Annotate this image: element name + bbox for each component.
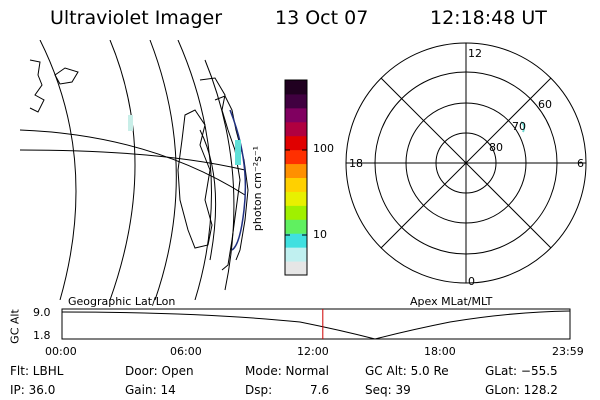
colorbar-segment <box>285 261 307 276</box>
colorbar-segment <box>285 149 307 165</box>
lat-label-70: 70 <box>512 120 526 133</box>
parallel-line <box>20 149 246 171</box>
timeline-x-tick-2: 12:00 <box>297 345 329 358</box>
meridian-line <box>177 40 212 300</box>
dsp-value: 7.6 <box>310 383 330 397</box>
timeline-x-tick-1: 06:00 <box>170 345 202 358</box>
emission-spot <box>520 121 526 133</box>
meridian-line <box>109 40 136 300</box>
coastline <box>177 109 213 249</box>
door-readout: Door: Open <box>125 364 194 378</box>
gain-readout: Gain: 14 <box>125 383 176 397</box>
parallel-line <box>20 129 246 196</box>
colorbar-segment <box>285 233 307 248</box>
emission-spot <box>235 140 241 165</box>
orbit-track <box>229 109 247 251</box>
lat-label-60: 60 <box>538 98 552 111</box>
altitude-curve <box>61 310 571 340</box>
mlt-label-0: 0 <box>468 275 475 288</box>
meridian-line <box>204 59 235 291</box>
polar-diagonal <box>380 77 552 249</box>
colorbar-segment <box>285 107 307 123</box>
emission-spot <box>128 115 133 131</box>
mlt-label-6: 6 <box>577 157 584 170</box>
lat-label-80: 80 <box>489 141 503 154</box>
date-label: 13 Oct 07 <box>275 7 369 29</box>
coastline <box>54 67 79 85</box>
mlt-label-18: 18 <box>349 157 363 170</box>
glon-readout: GLon: 128.2 <box>485 383 558 397</box>
colorbar-segment <box>285 205 307 220</box>
meridian-line <box>149 40 177 300</box>
colorbar-segment <box>285 80 307 95</box>
colorbar-segment <box>285 177 307 192</box>
timeline-right-label: Apex MLat/MLT <box>410 295 493 308</box>
colorbar-tick-100: 100 <box>313 142 334 155</box>
timeline-x-tick-4: 23:59 <box>552 345 584 358</box>
dsp-label: Dsp: <box>245 383 273 397</box>
timeline-y-tick-bottom: 1.8 <box>33 329 51 342</box>
timeline-x-tick-3: 18:00 <box>424 345 456 358</box>
colorbar-segment <box>285 93 307 109</box>
timeline-left-label: Geographic Lat/Lon <box>68 295 176 308</box>
colorbar-segment <box>285 191 307 206</box>
timeline-x-tick-0: 00:00 <box>45 345 77 358</box>
colorbar-segment <box>285 163 307 178</box>
colorbar-segment <box>285 135 307 151</box>
filter-readout: Flt: LBHL <box>10 364 64 378</box>
time-label: 12:18:48 UT <box>430 7 547 29</box>
coastline <box>29 59 45 113</box>
glat-readout: GLat: −55.5 <box>485 364 558 378</box>
colorbar-segment <box>285 121 307 137</box>
colorbar-tick-10: 10 <box>313 228 327 241</box>
mlt-label-12: 12 <box>468 47 482 60</box>
mode-readout: Mode: Normal <box>245 364 329 378</box>
gc-alt-readout: GC Alt: 5.0 Re <box>365 364 449 378</box>
colorbar-segment <box>285 247 307 262</box>
seq-readout: Seq: 39 <box>365 383 411 397</box>
meridian-line <box>199 129 217 261</box>
app-title: Ultraviolet Imager <box>50 7 223 29</box>
meridian-line <box>39 40 77 300</box>
colorbar-segment <box>285 219 307 234</box>
timeline-y-tick-top: 9.0 <box>33 306 51 319</box>
ip-readout: IP: 36.0 <box>10 383 56 397</box>
